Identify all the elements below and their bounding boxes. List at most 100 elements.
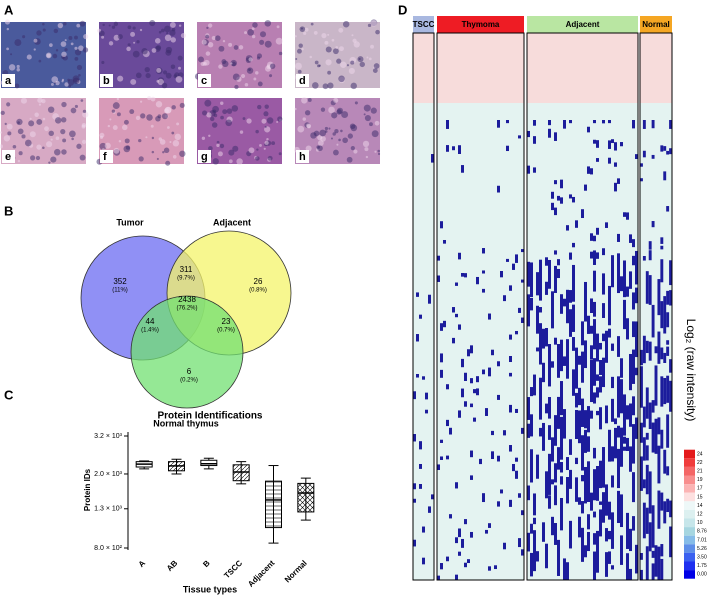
- heatmap-texture: [666, 150, 670, 155]
- histology-texture: [364, 115, 371, 122]
- heatmap-texture: [509, 372, 512, 377]
- histology-texture: [101, 60, 105, 65]
- heatmap-texture: [461, 273, 464, 277]
- histology-texture: [0, 144, 4, 149]
- heatmap-texture: [623, 260, 626, 298]
- heatmap-texture: [419, 463, 422, 469]
- histology-texture: [156, 157, 159, 161]
- heatmap-texture: [554, 523, 557, 545]
- heatmap-texture: [602, 447, 605, 488]
- heatmap-texture: [596, 466, 599, 501]
- histology-texture: [80, 99, 84, 102]
- histology-texture: [210, 116, 215, 122]
- histology-texture: [140, 100, 143, 103]
- heatmap-texture: [584, 340, 587, 369]
- histology-texture: [211, 122, 218, 128]
- heatmap-texture: [614, 162, 617, 167]
- histology-texture: [113, 21, 119, 27]
- heatmap-texture: [542, 328, 545, 349]
- heatmap-texture: [660, 429, 664, 449]
- colorbar-segment: [684, 518, 695, 528]
- histology-texture: [242, 117, 246, 120]
- heatmap-texture: [578, 387, 581, 406]
- histology-texture: [98, 30, 105, 37]
- heatmap-texture: [545, 543, 548, 569]
- heatmap-texture: [425, 392, 428, 400]
- heatmap-texture: [642, 437, 646, 461]
- histology-texture: [61, 101, 67, 108]
- histology-texture: [63, 21, 67, 26]
- colorbar-segment: [684, 475, 695, 485]
- histology-label: h: [299, 151, 306, 163]
- histology-texture: [310, 22, 314, 26]
- heatmap-texture: [497, 501, 500, 507]
- x-tick-label: TSCC: [222, 558, 244, 580]
- heatmap-texture: [518, 493, 521, 498]
- histology-texture: [172, 140, 180, 147]
- heatmap-texture: [617, 253, 620, 294]
- heatmap-texture: [560, 294, 563, 314]
- heatmap-texture: [635, 250, 638, 285]
- histology-texture: [169, 29, 176, 36]
- heatmap-texture: [654, 365, 658, 406]
- histology-texture: [113, 147, 120, 154]
- heatmap-texture: [413, 539, 416, 547]
- heatmap-texture: [593, 301, 596, 317]
- histology-texture: [111, 109, 116, 113]
- histology-texture: [22, 35, 26, 39]
- heatmap-texture: [419, 314, 422, 319]
- heatmap-texture: [626, 286, 629, 297]
- colorbar-tick-label: 12: [697, 512, 703, 518]
- histology-texture: [124, 138, 130, 144]
- heatmap-texture: [642, 479, 646, 489]
- histology-texture: [179, 102, 185, 108]
- heatmap-texture: [669, 359, 672, 373]
- histology-texture: [295, 57, 298, 60]
- heatmap-texture: [578, 497, 581, 505]
- histology-texture: [231, 105, 239, 112]
- histology-texture: [303, 31, 307, 35]
- heatmap-texture: [497, 185, 500, 193]
- histology-texture: [175, 76, 183, 83]
- histology-texture: [340, 61, 347, 68]
- histology-texture: [161, 28, 165, 33]
- histology-texture: [166, 126, 170, 129]
- heatmap-texture: [623, 212, 626, 217]
- venn-percent: (0.7%): [217, 328, 235, 334]
- heatmap-texture: [563, 356, 566, 366]
- histology-texture: [69, 130, 76, 138]
- histology-texture: [306, 123, 311, 129]
- histology-texture: [297, 125, 305, 133]
- heatmap-texture: [485, 529, 488, 534]
- heatmap-texture: [648, 250, 652, 261]
- venn-percent: (11%): [112, 288, 128, 294]
- heatmap-texture: [635, 287, 638, 304]
- histology-texture: [297, 69, 302, 74]
- heatmap-texture: [473, 389, 476, 394]
- histology-texture: [264, 20, 272, 27]
- heatmap-texture: [440, 439, 443, 443]
- group-header: [437, 16, 524, 33]
- heatmap-texture: [533, 530, 536, 572]
- heatmap-texture: [605, 330, 608, 363]
- histology-texture: [74, 35, 78, 40]
- heatmap-texture: [542, 362, 545, 383]
- heatmap-texture: [572, 264, 575, 302]
- heatmap-texture: [578, 355, 581, 365]
- heatmap-texture: [527, 397, 530, 420]
- heatmap-texture: [660, 145, 664, 152]
- histology-texture: [213, 113, 218, 118]
- heatmap-texture: [648, 522, 652, 552]
- histology-panel: a b c d e f g h: [0, 19, 381, 166]
- block-border: [526, 32, 639, 581]
- histology-texture: [364, 147, 369, 152]
- histology-texture: [266, 117, 274, 124]
- histology-texture: [41, 98, 46, 104]
- histology-texture: [54, 117, 62, 124]
- histology-texture: [276, 121, 279, 124]
- histology-texture: [238, 45, 244, 50]
- histology-texture: [78, 45, 84, 51]
- heatmap-texture: [530, 387, 533, 397]
- histology-texture: [256, 148, 259, 151]
- heatmap-texture: [554, 415, 557, 446]
